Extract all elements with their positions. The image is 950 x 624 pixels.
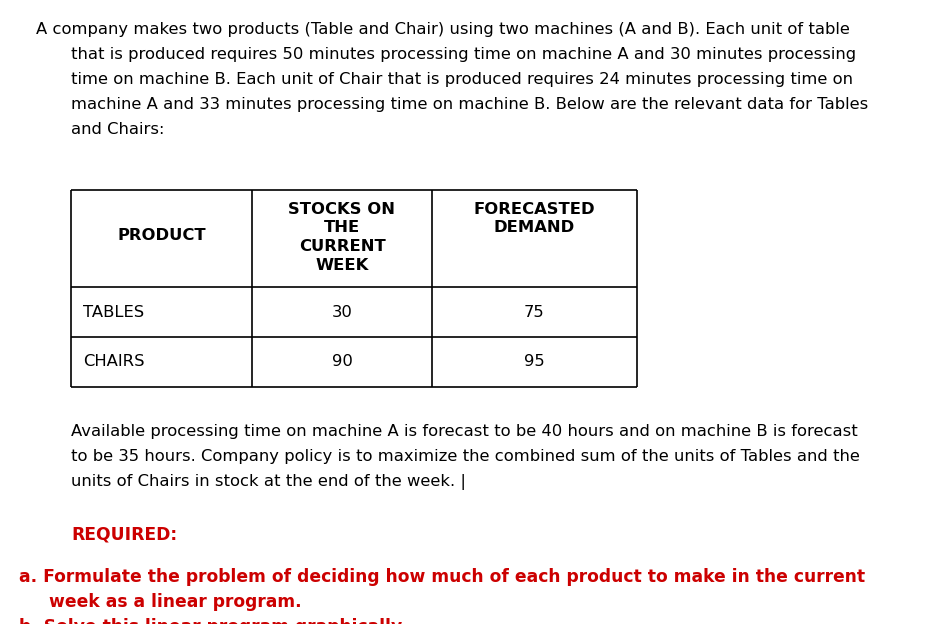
Text: 95: 95 (524, 354, 544, 369)
Text: STOCKS ON: STOCKS ON (289, 202, 395, 217)
Text: PRODUCT: PRODUCT (117, 228, 206, 243)
Text: machine A and 33 minutes processing time on machine B. Below are the relevant da: machine A and 33 minutes processing time… (71, 97, 868, 112)
Text: to be 35 hours. Company policy is to maximize the combined sum of the units of T: to be 35 hours. Company policy is to max… (71, 449, 860, 464)
Text: A company makes two products (Table and Chair) using two machines (A and B). Eac: A company makes two products (Table and … (36, 22, 850, 37)
Text: a. Formulate the problem of deciding how much of each product to make in the cur: a. Formulate the problem of deciding how… (19, 568, 865, 586)
Text: 75: 75 (524, 305, 544, 319)
Text: week as a linear program.: week as a linear program. (19, 593, 302, 611)
Text: WEEK: WEEK (315, 258, 369, 273)
Text: THE: THE (324, 220, 360, 235)
Text: units of Chairs in stock at the end of the week. |: units of Chairs in stock at the end of t… (71, 474, 466, 490)
Text: Available processing time on machine A is forecast to be 40 hours and on machine: Available processing time on machine A i… (71, 424, 858, 439)
Text: CHAIRS: CHAIRS (83, 354, 144, 369)
Text: 90: 90 (332, 354, 352, 369)
Text: 30: 30 (332, 305, 352, 319)
Text: time on machine B. Each unit of Chair that is produced requires 24 minutes proce: time on machine B. Each unit of Chair th… (71, 72, 853, 87)
Text: CURRENT: CURRENT (298, 239, 386, 254)
Text: REQUIRED:: REQUIRED: (71, 525, 178, 544)
Text: TABLES: TABLES (83, 305, 143, 319)
Text: FORECASTED: FORECASTED (473, 202, 596, 217)
Text: DEMAND: DEMAND (494, 220, 575, 235)
Text: that is produced requires 50 minutes processing time on machine A and 30 minutes: that is produced requires 50 minutes pro… (71, 47, 856, 62)
Text: and Chairs:: and Chairs: (71, 122, 164, 137)
Text: b. Solve this linear program graphically.: b. Solve this linear program graphically… (19, 618, 407, 624)
